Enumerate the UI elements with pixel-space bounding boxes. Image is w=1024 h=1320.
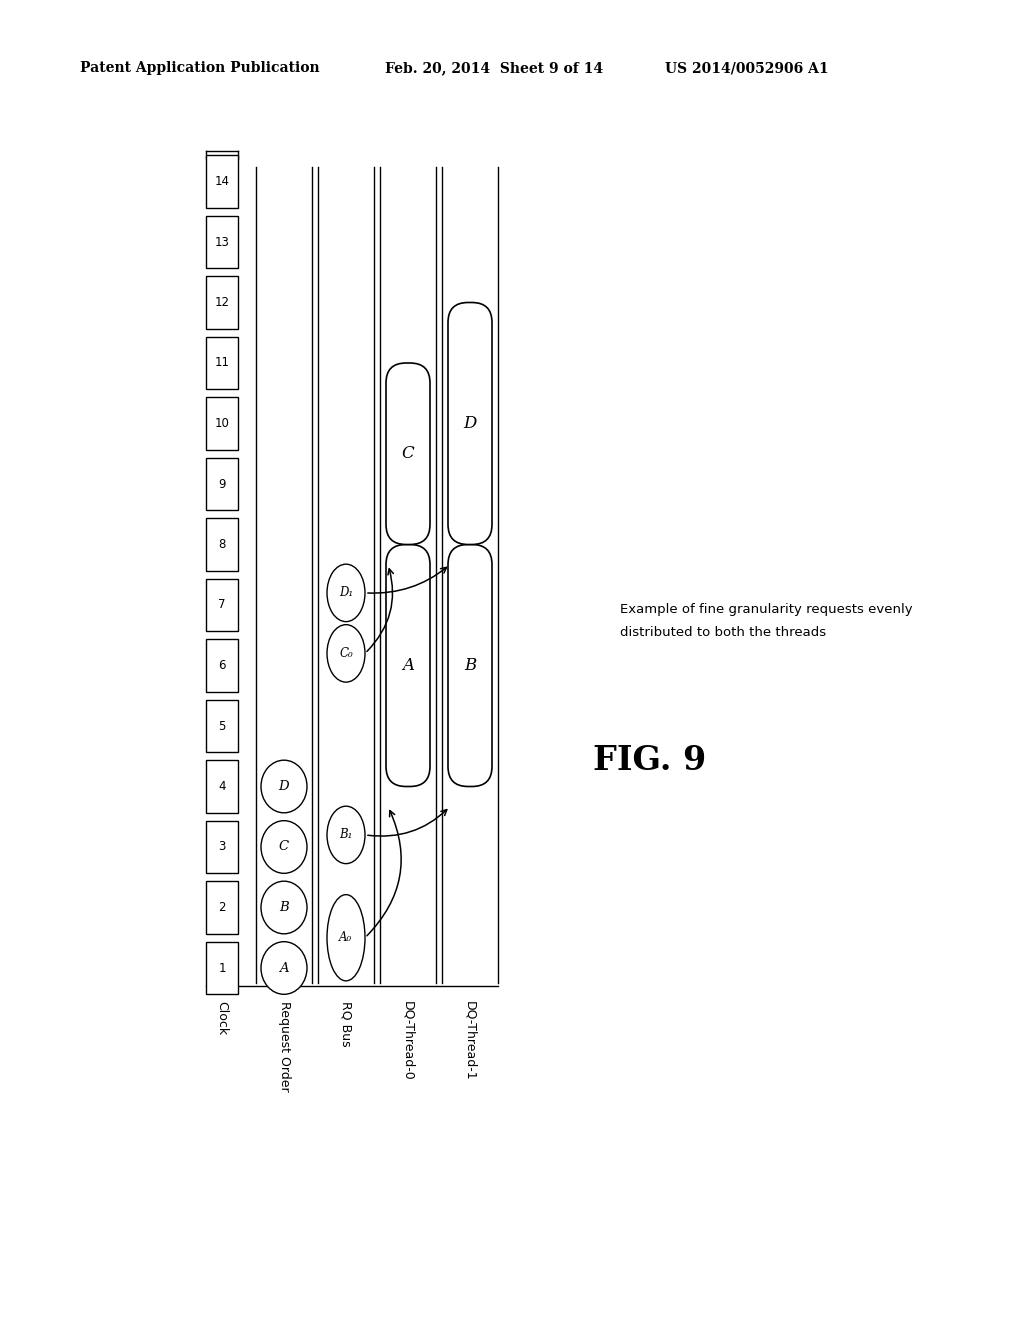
Text: 6: 6 xyxy=(218,659,225,672)
Text: B₁: B₁ xyxy=(339,829,352,841)
FancyBboxPatch shape xyxy=(206,519,238,570)
Text: C: C xyxy=(401,445,415,462)
Text: 3: 3 xyxy=(218,841,225,854)
FancyBboxPatch shape xyxy=(206,458,238,511)
Text: 1: 1 xyxy=(218,961,225,974)
Text: 13: 13 xyxy=(215,235,229,248)
Ellipse shape xyxy=(327,624,365,682)
Ellipse shape xyxy=(261,882,307,933)
FancyBboxPatch shape xyxy=(206,337,238,389)
Text: distributed to both the threads: distributed to both the threads xyxy=(620,626,826,639)
Text: 8: 8 xyxy=(218,539,225,550)
Text: A: A xyxy=(280,961,289,974)
Text: 4: 4 xyxy=(218,780,225,793)
FancyBboxPatch shape xyxy=(386,544,430,787)
Text: C₀: C₀ xyxy=(339,647,353,660)
Text: Example of fine granularity requests evenly: Example of fine granularity requests eve… xyxy=(620,603,912,616)
FancyBboxPatch shape xyxy=(206,639,238,692)
Text: D: D xyxy=(279,780,290,793)
FancyBboxPatch shape xyxy=(206,882,238,933)
Text: Clock: Clock xyxy=(215,1001,228,1035)
Text: A: A xyxy=(402,657,414,675)
FancyBboxPatch shape xyxy=(386,363,430,544)
Text: B: B xyxy=(464,657,476,675)
Text: Feb. 20, 2014  Sheet 9 of 14: Feb. 20, 2014 Sheet 9 of 14 xyxy=(385,61,603,75)
Text: B: B xyxy=(280,902,289,913)
FancyBboxPatch shape xyxy=(206,276,238,329)
Text: 7: 7 xyxy=(218,598,225,611)
FancyBboxPatch shape xyxy=(206,215,238,268)
Text: 2: 2 xyxy=(218,902,225,913)
Text: Patent Application Publication: Patent Application Publication xyxy=(80,61,319,75)
Text: DQ-Thread-0: DQ-Thread-0 xyxy=(401,1001,415,1081)
Text: DQ-Thread-1: DQ-Thread-1 xyxy=(464,1001,476,1081)
FancyBboxPatch shape xyxy=(449,302,492,544)
Text: 12: 12 xyxy=(214,296,229,309)
FancyBboxPatch shape xyxy=(206,578,238,631)
Ellipse shape xyxy=(327,807,365,863)
Text: US 2014/0052906 A1: US 2014/0052906 A1 xyxy=(665,61,828,75)
FancyBboxPatch shape xyxy=(449,544,492,787)
Text: A₀: A₀ xyxy=(339,931,352,944)
FancyBboxPatch shape xyxy=(206,821,238,874)
Text: C: C xyxy=(279,841,289,854)
FancyBboxPatch shape xyxy=(206,700,238,752)
Text: 14: 14 xyxy=(214,176,229,187)
Text: 10: 10 xyxy=(215,417,229,430)
Ellipse shape xyxy=(327,895,365,981)
Text: 5: 5 xyxy=(218,719,225,733)
Text: Request Order: Request Order xyxy=(278,1001,291,1092)
FancyBboxPatch shape xyxy=(206,397,238,450)
Ellipse shape xyxy=(261,941,307,994)
Text: FIG. 9: FIG. 9 xyxy=(593,743,707,776)
FancyBboxPatch shape xyxy=(206,760,238,813)
Text: D: D xyxy=(463,414,477,432)
Ellipse shape xyxy=(327,564,365,622)
Text: D₁: D₁ xyxy=(339,586,353,599)
Text: RQ Bus: RQ Bus xyxy=(340,1001,352,1047)
Text: 11: 11 xyxy=(214,356,229,370)
Ellipse shape xyxy=(261,821,307,874)
FancyBboxPatch shape xyxy=(206,156,238,207)
FancyBboxPatch shape xyxy=(206,941,238,994)
Text: 9: 9 xyxy=(218,478,225,491)
Ellipse shape xyxy=(261,760,307,813)
